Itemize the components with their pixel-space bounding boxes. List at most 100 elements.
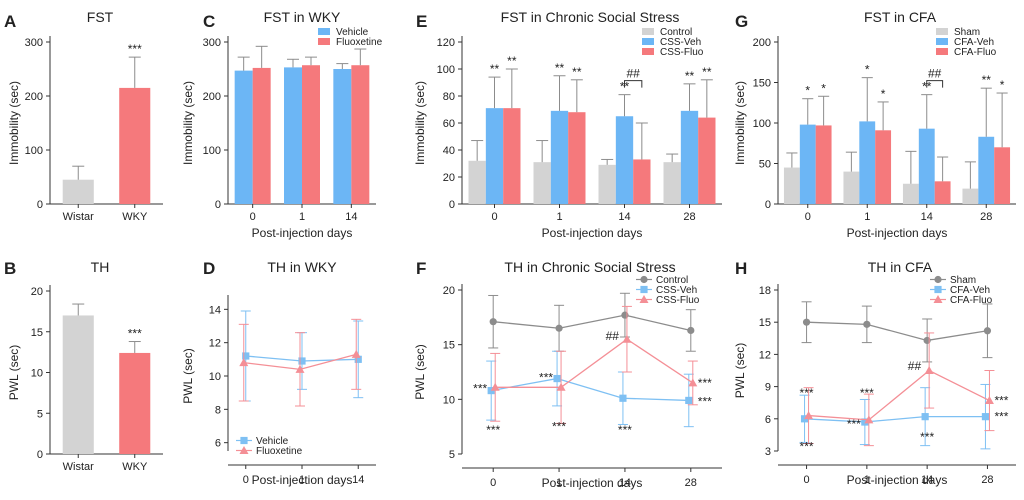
significance-label: *** <box>552 420 566 434</box>
legend-label: CFA-Veh <box>950 285 990 296</box>
y-tick-label: 100 <box>753 118 771 130</box>
data-point <box>553 374 561 383</box>
significance-label: *** <box>539 370 553 384</box>
data-point <box>802 318 811 326</box>
bar <box>119 87 151 204</box>
panel-E: 0 20 40 60 80 100 120 Immobility (sec) FST in Ch… <box>413 9 722 240</box>
y-tick-label: 6 <box>215 438 221 450</box>
x-axis-label: Post-injection days <box>847 226 948 240</box>
y-tick-label: 6 <box>765 414 771 426</box>
y-axis-label: PWL (sec) <box>181 348 195 404</box>
y-tick-label: 10 <box>31 368 43 380</box>
significance-label: * <box>881 87 886 101</box>
data-point <box>622 334 632 343</box>
series-line-css-veh <box>491 377 689 402</box>
x-tick-label: 14 <box>921 474 933 486</box>
y-tick-label: 12 <box>759 349 771 361</box>
x-tick-label: 0 <box>490 477 496 489</box>
x-tick-label: 0 <box>491 211 497 223</box>
y-tick-label: 20 <box>443 172 455 184</box>
legend-swatch-control <box>642 28 654 35</box>
x-tick-label: 1 <box>299 211 305 223</box>
bar <box>468 160 486 204</box>
significance-label: *** <box>128 42 142 56</box>
legend-marker <box>934 275 942 284</box>
significance-label: *** <box>486 423 500 437</box>
bracket <box>926 80 944 88</box>
bar <box>799 124 816 204</box>
series-line-control <box>493 314 691 332</box>
bar <box>994 147 1011 204</box>
y-tick-label: 9 <box>765 382 771 394</box>
chart-title: TH in WKY <box>267 259 337 275</box>
legend-marker <box>934 285 942 294</box>
y-axis-label: PWL (sec) <box>7 345 21 401</box>
series-line-cfa-veh <box>804 416 986 423</box>
panel-G: 0 50 100 150 200 Immobility (sec) FST in CFA G P… <box>733 9 1016 240</box>
x-tick-label: 28 <box>980 211 992 223</box>
bar <box>663 162 681 204</box>
bar <box>615 116 634 204</box>
legend-label: Control <box>656 275 688 286</box>
significance-label: *** <box>860 386 874 400</box>
significance-label: *** <box>473 381 487 395</box>
y-tick-label: 0 <box>37 199 43 211</box>
bar <box>843 171 860 204</box>
legend-label: CFA-Veh <box>954 37 994 48</box>
legend-label: Sham <box>950 275 976 286</box>
y-tick-label: 3 <box>765 446 771 458</box>
y-tick-label: 100 <box>437 64 455 76</box>
x-axis-label: Post-injection days <box>252 226 353 240</box>
bracket <box>624 80 643 88</box>
panel-C: 0 100 200 300 Immobility (sec) FST in WKY C Pos… <box>181 9 383 240</box>
chart-title: FST in Chronic Social Stress <box>501 9 680 25</box>
x-axis-label: Post-injection days <box>542 476 643 490</box>
y-axis-label: Immobility (sec) <box>181 81 195 165</box>
chart-title: TH in Chronic Social Stress <box>504 259 675 275</box>
panel-label: F <box>416 259 426 278</box>
panel-label: B <box>4 259 16 278</box>
legend-label: CFA-Fluo <box>954 47 997 58</box>
bar <box>119 352 151 454</box>
significance-label: ## <box>606 329 620 343</box>
x-tick-label: 0 <box>805 211 811 223</box>
bar <box>902 183 919 204</box>
data-point <box>923 336 931 345</box>
significance-label: ** <box>685 69 695 83</box>
legend-label: CSS-Fluo <box>660 47 704 58</box>
y-tick-label: 15 <box>759 317 771 329</box>
significance-label: ** <box>702 65 712 79</box>
significance-label: ## <box>908 359 922 373</box>
legend-label: CFA-Fluo <box>950 295 993 306</box>
bar <box>351 65 370 204</box>
panel-label: C <box>203 12 215 31</box>
y-tick-label: 100 <box>25 145 43 157</box>
bar <box>875 130 892 204</box>
significance-label: * <box>821 81 826 95</box>
x-tick-label: 1 <box>299 474 305 486</box>
data-point <box>984 396 994 405</box>
series-line-sham <box>806 321 988 342</box>
significance-label: * <box>805 84 810 98</box>
significance-label: *** <box>920 430 934 444</box>
legend-marker <box>933 295 943 303</box>
x-tick-label: 1 <box>864 474 870 486</box>
bar <box>680 110 699 204</box>
bar <box>962 188 979 204</box>
legend-swatch-sham <box>936 28 948 35</box>
significance-label: *** <box>800 440 814 454</box>
legend-marker <box>639 295 649 303</box>
significance-label: ** <box>982 73 992 87</box>
x-tick-label: 0 <box>803 474 809 486</box>
y-tick-label: 0 <box>765 199 771 211</box>
significance-label: *** <box>994 394 1008 408</box>
y-axis-label: Immobility (sec) <box>7 81 21 165</box>
data-point <box>981 413 990 421</box>
legend-label: Sham <box>954 27 980 38</box>
significance-label: *** <box>618 423 632 437</box>
y-tick-label: 150 <box>753 78 771 90</box>
x-tick-label: 14 <box>921 211 933 223</box>
series-line-cfa-fluo <box>808 369 990 421</box>
y-tick-label: 100 <box>203 145 221 157</box>
panel-label: H <box>735 259 747 278</box>
